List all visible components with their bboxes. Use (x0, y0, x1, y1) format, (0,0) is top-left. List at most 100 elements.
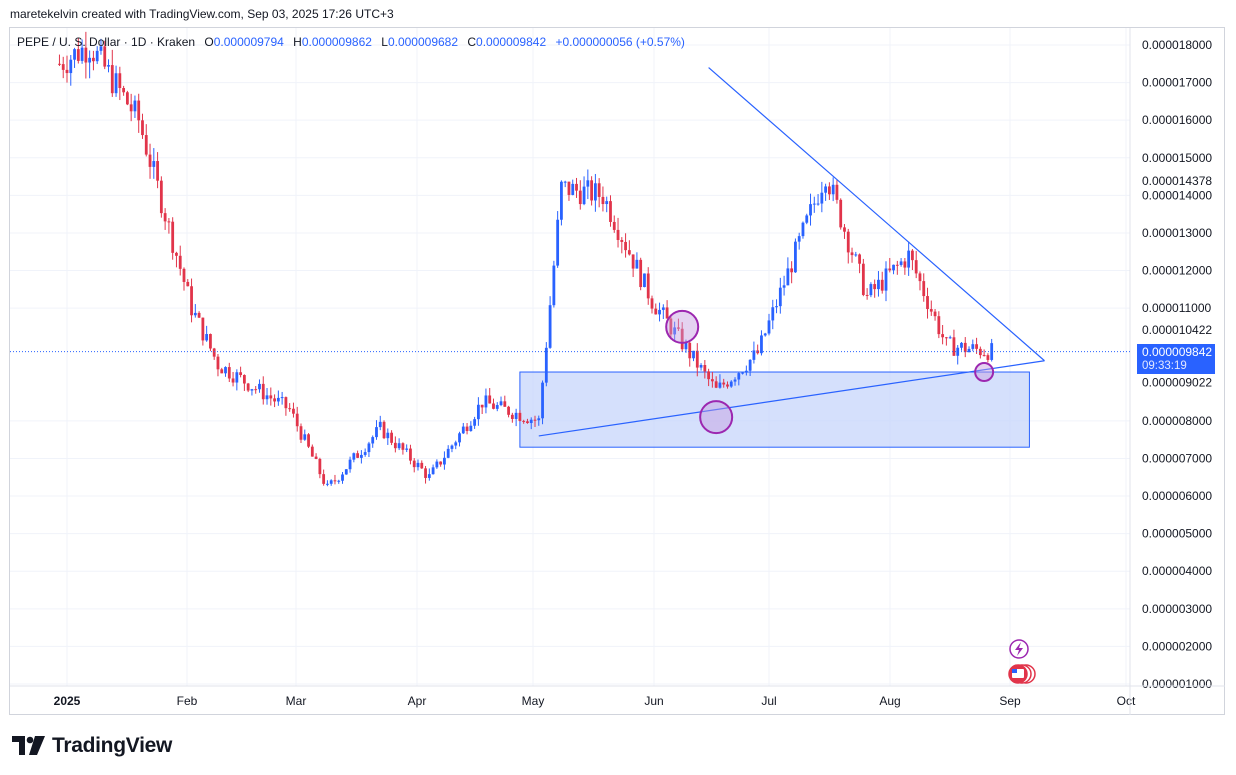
candle-up (552, 265, 556, 306)
candle-up (375, 427, 378, 438)
support-zone-rectangle[interactable] (519, 371, 1030, 448)
legend-high-label: H (293, 35, 302, 49)
candle-up (820, 192, 824, 204)
candle-down (639, 259, 643, 288)
y-axis-tick-label: 0.000015000 (1142, 151, 1212, 165)
candle-down (84, 47, 88, 63)
candle-down (492, 403, 495, 409)
candle-down (269, 395, 273, 399)
candle-up (586, 180, 590, 187)
candle-down (624, 241, 627, 251)
candle-down (650, 298, 654, 309)
highlight-circle[interactable] (665, 309, 700, 344)
candle-down (714, 381, 718, 388)
y-axis-tick-label: 0.000010422 (1142, 323, 1212, 337)
created-by-caption: maretekelvin created with TradingView.co… (10, 7, 394, 21)
candle-up (892, 264, 895, 271)
candle-down (680, 328, 684, 350)
candle-down (567, 181, 571, 195)
candle-up (359, 454, 363, 458)
x-axis-tick-label: Apr (408, 694, 427, 708)
candle-down (710, 379, 714, 382)
candle-down (310, 446, 314, 457)
candle-up (635, 259, 639, 269)
candle-up (276, 397, 280, 402)
candle-down (975, 344, 978, 349)
legend-open-value: 0.000009794 (213, 35, 284, 49)
legend-close-label: C (467, 35, 477, 49)
legend-low-value: 0.000009682 (387, 35, 459, 49)
y-axis-tick-label: 0.000008000 (1142, 414, 1212, 428)
candle-down (488, 395, 492, 404)
candle-up (771, 307, 775, 321)
candle-down (295, 413, 299, 427)
candle-down (141, 120, 144, 136)
candle-up (741, 372, 744, 374)
candle-up (782, 285, 786, 288)
highlight-circle[interactable] (699, 400, 734, 435)
candle-up (250, 389, 254, 391)
candle-down (246, 383, 250, 391)
candle-down (835, 184, 839, 200)
x-axis-tick-label: May (522, 694, 545, 708)
candle-down (888, 268, 892, 271)
candle-up (760, 335, 763, 354)
candle-down (144, 135, 148, 155)
descending-trendline[interactable] (708, 67, 1045, 362)
candle-up (371, 437, 375, 444)
highlight-circle[interactable] (974, 362, 995, 383)
candle-up (329, 480, 333, 484)
candle-up (778, 287, 782, 307)
candle-down (175, 252, 178, 256)
candle-down (178, 255, 182, 269)
candle-up (499, 401, 503, 406)
candle-down (58, 63, 61, 65)
candle-down (952, 337, 956, 356)
legend-high-value: 0.000009862 (301, 35, 372, 49)
candle-down (963, 342, 967, 353)
candle-down (597, 183, 601, 197)
candle-down (118, 73, 122, 89)
y-axis-tick-label: 0.000002000 (1142, 639, 1212, 653)
candle-down (827, 186, 831, 195)
candle-up (363, 452, 367, 455)
candle-down (92, 57, 95, 62)
candle-up (752, 350, 756, 360)
candle-down (677, 327, 680, 329)
candle-up (469, 425, 473, 432)
candle-up (193, 312, 197, 316)
x-axis-tick-label: Jul (761, 694, 776, 708)
candle-down (669, 318, 673, 335)
tradingview-brand[interactable]: TradingView (12, 734, 172, 758)
candle-down (156, 161, 159, 181)
candle-down (390, 432, 393, 443)
candle-up (643, 273, 646, 288)
candle-up (446, 448, 450, 458)
x-axis-tick-label: Mar (286, 694, 307, 708)
candle-down (503, 401, 507, 407)
candle-up (563, 181, 567, 183)
candle-up (661, 307, 665, 310)
candle-down (61, 64, 65, 70)
candle-down (707, 371, 711, 380)
candle-down (590, 180, 594, 201)
x-axis-tick-label: Oct (1117, 694, 1136, 708)
candle-down (911, 250, 914, 261)
candle-up (797, 236, 801, 242)
ascending-trendline[interactable] (538, 360, 1045, 437)
candle-up (775, 306, 778, 308)
candle-down (850, 252, 854, 256)
y-axis-tick-label: 0.000014378 (1142, 174, 1212, 188)
candle-down (122, 88, 126, 93)
candle-down (273, 398, 276, 402)
legend-change: +0.000000056 (+0.57%) (555, 35, 685, 49)
us-flag-canton (1012, 669, 1017, 673)
candle-down (261, 383, 265, 400)
candle-down (703, 365, 707, 372)
candle-up (956, 347, 960, 356)
candle-down (159, 180, 163, 214)
candle-up (133, 100, 137, 112)
legend-low-label: L (381, 35, 388, 49)
candle-down (895, 264, 899, 266)
